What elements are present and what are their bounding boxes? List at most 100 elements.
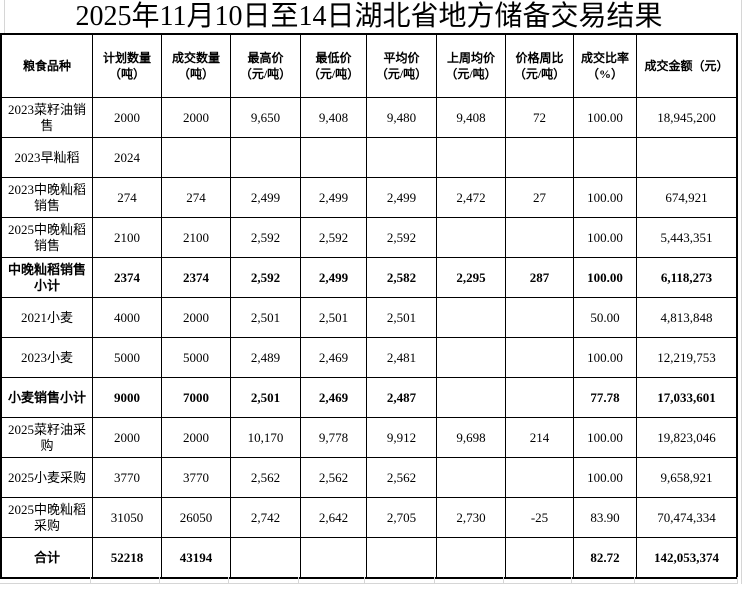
avg-price-cell: 2,481 xyxy=(367,338,437,377)
price-wow-cell: -25 xyxy=(506,498,574,537)
table-row: 2023菜籽油销售 2000 2000 9,650 9,408 9,480 9,408 72 1… xyxy=(2,98,736,138)
low-price-cell: 2,469 xyxy=(301,338,367,377)
high-price-cell xyxy=(231,538,301,577)
sheet-gridline-stub xyxy=(572,577,635,583)
table-row: 2023早籼稻 2024 xyxy=(2,138,736,178)
sheet-gridline-stub xyxy=(160,577,229,583)
planned-qty-cell: 2374 xyxy=(93,258,162,297)
high-price-cell: 10,170 xyxy=(231,418,301,457)
deal-ratio-cell: 77.78 xyxy=(574,378,637,417)
price-wow-cell xyxy=(506,138,574,177)
deal-amount-cell: 5,443,351 xyxy=(660,229,713,245)
deal-ratio-cell xyxy=(574,138,637,177)
deal-qty-cell: 7000 xyxy=(162,378,231,417)
deal-ratio-cell: 100.00 xyxy=(574,218,637,257)
deal-ratio-cell: 100.00 xyxy=(574,458,637,497)
sheet-gridline-stub xyxy=(365,577,435,583)
col-header-deal-amount: 成交金额（元） xyxy=(644,59,729,73)
col-header-avg-price: 平均价 （元/吨） xyxy=(367,35,437,97)
table-row: 小麦销售小计 9000 7000 2,501 2,469 2,487 77.78 17,033… xyxy=(2,378,736,418)
high-price-cell: 2,499 xyxy=(231,178,301,217)
sheet-gridline-stub xyxy=(0,577,91,583)
lastweek-avg-price-cell: 9,698 xyxy=(437,418,506,457)
planned-qty-cell: 5000 xyxy=(93,338,162,377)
col-header-grain-type: 粮食品种 xyxy=(2,35,93,97)
planned-qty-cell: 3770 xyxy=(93,458,162,497)
table-row: 2025菜籽油采购 2000 2000 10,170 9,778 9,912 9,698 21… xyxy=(2,418,736,458)
grain-type-cell: 2023小麦 xyxy=(2,338,93,377)
table-row: 2021小麦 4000 2000 2,501 2,501 2,501 50.00 4,813,… xyxy=(2,298,736,338)
lastweek-avg-price-cell xyxy=(437,458,506,497)
table-row: 合计 52218 43194 82.72 142,053,374 xyxy=(2,538,736,577)
deal-qty-cell: 2000 xyxy=(162,418,231,457)
deal-amount-cell xyxy=(637,138,736,177)
sheet-gridline-stub xyxy=(635,577,738,583)
price-wow-cell: 287 xyxy=(506,258,574,297)
planned-qty-cell: 4000 xyxy=(93,298,162,337)
deal-ratio-cell: 100.00 xyxy=(574,258,637,297)
high-price-cell: 2,501 xyxy=(231,298,301,337)
col-header-price-wow: 价格周比 （元/吨） xyxy=(506,35,574,97)
low-price-cell: 2,499 xyxy=(301,258,367,297)
table-row: 2023小麦 5000 5000 2,489 2,469 2,481 100.00 12,21… xyxy=(2,338,736,378)
sheet-gridline-bottom-row xyxy=(0,577,738,584)
low-price-cell: 9,778 xyxy=(301,418,367,457)
price-wow-cell xyxy=(506,218,574,257)
price-wow-cell xyxy=(506,538,574,577)
lastweek-avg-price-cell: 9,408 xyxy=(437,98,506,137)
high-price-cell: 2,742 xyxy=(231,498,301,537)
low-price-cell: 2,642 xyxy=(301,498,367,537)
avg-price-cell: 2,499 xyxy=(367,178,437,217)
deal-amount-cell: 6,118,273 xyxy=(660,269,713,285)
col-header-deal-ratio: 成交比率 （%） xyxy=(574,35,637,97)
grain-type-cell: 2025中晚籼稻采购 xyxy=(2,498,93,537)
grain-type-cell: 2023早籼稻 xyxy=(2,138,93,177)
planned-qty-cell: 274 xyxy=(93,178,162,217)
price-wow-cell xyxy=(506,298,574,337)
avg-price-cell: 2,562 xyxy=(367,458,437,497)
deal-qty-cell xyxy=(162,138,231,177)
table-header-row: 粮食品种 计划数量 （吨） 成交数量 （吨） 最高价 （元/吨） 最低价 （元/… xyxy=(2,35,736,98)
planned-qty-cell: 2024 xyxy=(93,138,162,177)
deal-qty-cell: 3770 xyxy=(162,458,231,497)
col-header-low-price: 最低价 （元/吨） xyxy=(301,35,367,97)
avg-price-cell: 2,487 xyxy=(367,378,437,417)
planned-qty-cell: 52218 xyxy=(93,538,162,577)
trade-results-table: 粮食品种 计划数量 （吨） 成交数量 （吨） 最高价 （元/吨） 最低价 （元/… xyxy=(0,33,738,579)
deal-ratio-cell: 50.00 xyxy=(574,298,637,337)
table-row: 中晚籼稻销售小计 2374 2374 2,592 2,499 2,582 2,295 287 1… xyxy=(2,258,736,298)
deal-amount-cell: 70,474,334 xyxy=(657,509,716,525)
deal-qty-cell: 2000 xyxy=(162,98,231,137)
deal-qty-cell: 2100 xyxy=(162,218,231,257)
deal-ratio-cell: 100.00 xyxy=(574,418,637,457)
price-wow-cell xyxy=(506,378,574,417)
low-price-cell xyxy=(301,138,367,177)
low-price-cell: 2,469 xyxy=(301,378,367,417)
planned-qty-cell: 2000 xyxy=(93,98,162,137)
deal-amount-cell: 12,219,753 xyxy=(657,349,716,365)
planned-qty-cell: 31050 xyxy=(93,498,162,537)
grain-type-cell: 合计 xyxy=(2,538,93,577)
low-price-cell: 2,501 xyxy=(301,298,367,337)
deal-amount-cell: 17,033,601 xyxy=(657,389,716,405)
avg-price-cell xyxy=(367,538,437,577)
high-price-cell: 2,489 xyxy=(231,338,301,377)
grain-type-cell: 2023菜籽油销售 xyxy=(2,98,93,137)
avg-price-cell: 2,592 xyxy=(367,218,437,257)
low-price-cell: 9,408 xyxy=(301,98,367,137)
deal-qty-cell: 43194 xyxy=(162,538,231,577)
price-wow-cell: 72 xyxy=(506,98,574,137)
col-header-lastweek-avg-price: 上周均价 （元/吨） xyxy=(437,35,506,97)
avg-price-cell xyxy=(367,138,437,177)
high-price-cell: 2,592 xyxy=(231,258,301,297)
deal-qty-cell: 5000 xyxy=(162,338,231,377)
deal-qty-cell: 2374 xyxy=(162,258,231,297)
deal-amount-cell: 9,658,921 xyxy=(660,469,713,485)
sheet-gridline-stub xyxy=(229,577,299,583)
planned-qty-cell: 2000 xyxy=(93,418,162,457)
sheet-gridline-stub xyxy=(504,577,572,583)
avg-price-cell: 2,582 xyxy=(367,258,437,297)
table-row: 2025中晚籼稻销售 2100 2100 2,592 2,592 2,592 100.00 5… xyxy=(2,218,736,258)
lastweek-avg-price-cell xyxy=(437,338,506,377)
deal-ratio-cell: 83.90 xyxy=(574,498,637,537)
